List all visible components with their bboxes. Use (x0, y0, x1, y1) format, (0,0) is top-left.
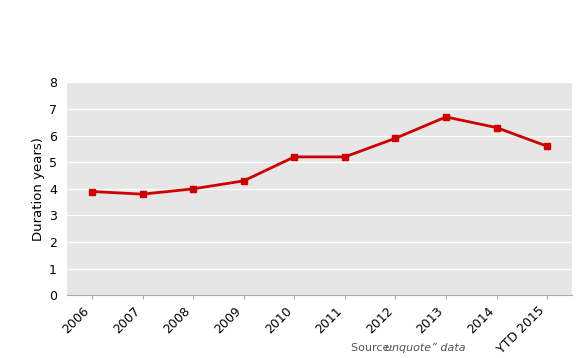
Y-axis label: Duration years): Duration years) (32, 137, 45, 241)
Text: Average holding period for European private-equity backed buyouts: Average holding period for European priv… (8, 30, 530, 45)
Text: Source:: Source: (351, 343, 396, 353)
Text: unquote” data: unquote” data (385, 343, 465, 353)
